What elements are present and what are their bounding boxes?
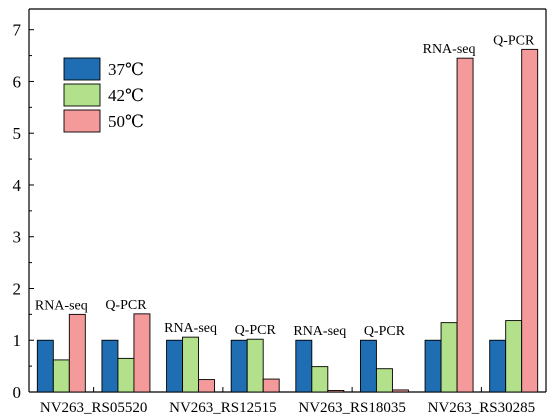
y-tick-label: 1 xyxy=(13,331,22,350)
bar-3-6 xyxy=(391,389,409,393)
bar-1-3 xyxy=(166,339,184,393)
legend-swatch xyxy=(63,57,101,81)
y-tick-label: 6 xyxy=(13,72,22,91)
legend-label: 50℃ xyxy=(108,112,144,131)
bar-1-6 xyxy=(359,339,377,393)
y-tick-label: 5 xyxy=(13,124,22,143)
y-tick-label: 4 xyxy=(13,176,22,195)
legend-swatch xyxy=(63,83,101,107)
bar-annotation: RNA-seq xyxy=(164,321,217,336)
bar-2-3 xyxy=(182,336,200,393)
bar-2-7 xyxy=(440,322,458,393)
bar-2-8 xyxy=(505,320,523,393)
bar-1-1 xyxy=(36,339,54,393)
category-label: NV263_RS30285 xyxy=(428,400,536,416)
y-tick-label: 3 xyxy=(13,228,22,247)
legend-swatch xyxy=(63,109,101,133)
legend-label: 37℃ xyxy=(108,60,144,79)
bar-3-5 xyxy=(327,389,345,393)
legend: 37℃ 42℃ 50℃ xyxy=(63,57,144,133)
bar-annotation: RNA-seq xyxy=(423,42,476,57)
category-label: NV263_RS18035 xyxy=(298,400,406,416)
bar-1-4 xyxy=(230,339,248,393)
bar-annotation: RNA-seq xyxy=(35,298,88,313)
bar-annotation: Q-PCR xyxy=(364,324,406,339)
bar-1-2 xyxy=(101,339,119,393)
bar-3-7 xyxy=(456,57,474,393)
category-label: NV263_RS05520 xyxy=(40,400,148,416)
bar-annotation: Q-PCR xyxy=(105,298,147,313)
bar-2-1 xyxy=(52,359,70,393)
bar-annotation: Q-PCR xyxy=(493,33,535,48)
bar-3-2 xyxy=(133,313,151,393)
y-tick-label: 7 xyxy=(13,21,22,40)
bar-2-2 xyxy=(117,357,135,393)
y-tick-label: 0 xyxy=(13,383,22,402)
category-label: NV263_RS12515 xyxy=(169,400,277,416)
y-tick-label: 2 xyxy=(13,279,22,298)
bar-1-7 xyxy=(424,339,442,393)
bar-annotations: RNA-seq Q-PCR RNA-seq Q-PCR RNA-seq Q-PCR RNA-… xyxy=(35,33,535,339)
bar-3-1 xyxy=(68,313,86,393)
bar-3-4 xyxy=(262,378,280,393)
bars xyxy=(36,48,539,393)
category-labels: NV263_RS05520 NV263_RS12515 NV263_RS18035 N… xyxy=(40,400,535,416)
bar-annotation: RNA-seq xyxy=(293,324,346,339)
bar-1-8 xyxy=(489,339,507,393)
bar-2-5 xyxy=(311,366,329,393)
bar-2-4 xyxy=(246,338,264,393)
bar-annotation: Q-PCR xyxy=(235,323,277,338)
bar-3-8 xyxy=(521,48,539,393)
bar-2-6 xyxy=(375,368,393,393)
bar-3-3 xyxy=(198,379,216,393)
bar-1-5 xyxy=(295,339,313,393)
legend-label: 42℃ xyxy=(108,86,144,105)
